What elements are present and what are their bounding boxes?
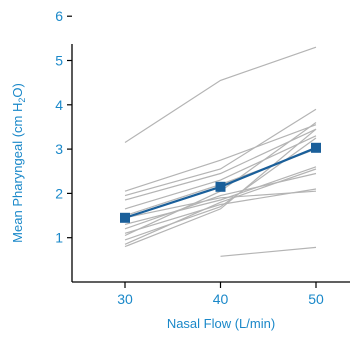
mean-marker-40 (215, 181, 226, 192)
individual-line-2 (124, 124, 317, 192)
individual-line-3 (124, 108, 317, 197)
individual-line-14 (124, 128, 317, 248)
y-tick-label-4: 4 (55, 97, 63, 113)
x-axis-label: Nasal Flow (L/min) (167, 316, 275, 331)
individual-line-4 (124, 128, 317, 201)
individual-line-13 (124, 168, 317, 245)
y-axis-label: Mean Pharyngeal (cm H2O) (10, 83, 27, 243)
y-tick-label-1: 1 (55, 230, 63, 246)
individual-line-9 (124, 172, 317, 230)
mean-marker-50 (311, 142, 321, 153)
x-tick-label-40: 40 (213, 291, 229, 307)
ticks-layer: 1 2 3 4 5 6 30 40 50 (55, 8, 324, 307)
axes-layer (71, 44, 350, 283)
x-tick-label-30: 30 (117, 291, 133, 307)
y-tick-label-2: 2 (55, 185, 63, 201)
individual-line-8 (124, 166, 317, 225)
y-axis-label-subscript: 2 (17, 98, 27, 103)
x-tick-label-50: 50 (308, 291, 324, 307)
y-axis-label-suffix: O) (10, 83, 25, 97)
individual-line-1 (124, 46, 317, 144)
y-tick-label-5: 5 (55, 53, 63, 69)
individual-line-5 (124, 135, 317, 210)
individual-line-7 (124, 190, 317, 219)
mean-marker-30 (120, 212, 130, 223)
y-axis-label-prefix: Mean Pharyngeal (cm H (10, 103, 25, 243)
individual-line-10 (124, 188, 317, 234)
y-tick-label-6: 6 (55, 8, 63, 24)
series-layer (120, 46, 321, 257)
y-tick-label-3: 3 (55, 141, 63, 157)
individual-line-15 (220, 246, 317, 257)
